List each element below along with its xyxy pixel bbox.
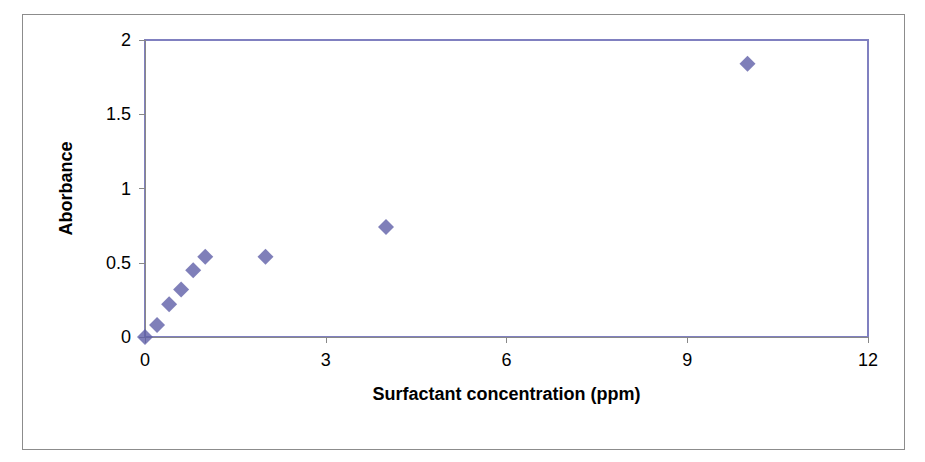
svg-text:Surfactant concentration (ppm): Surfactant concentration (ppm) <box>372 384 640 404</box>
svg-text:1: 1 <box>121 179 131 199</box>
svg-text:0: 0 <box>121 327 131 347</box>
svg-text:1.5: 1.5 <box>106 104 131 124</box>
svg-text:2: 2 <box>121 30 131 50</box>
svg-text:9: 9 <box>682 350 692 370</box>
svg-text:3: 3 <box>321 350 331 370</box>
svg-text:12: 12 <box>858 350 878 370</box>
svg-text:Aborbance: Aborbance <box>56 141 76 235</box>
svg-text:0: 0 <box>140 350 150 370</box>
svg-text:0.5: 0.5 <box>106 253 131 273</box>
svg-text:6: 6 <box>501 350 511 370</box>
